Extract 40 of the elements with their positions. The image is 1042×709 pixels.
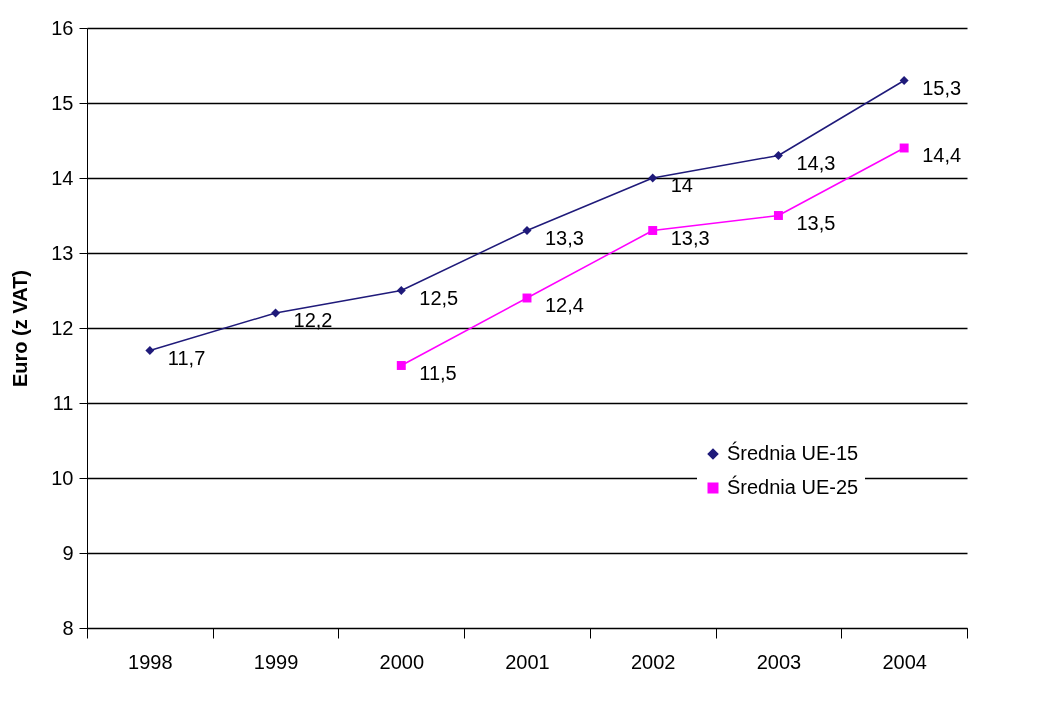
point [773, 211, 783, 220]
y-tick-label: 9 [62, 541, 74, 564]
data-label: 13,3 [670, 226, 710, 249]
point [899, 143, 909, 153]
point [773, 151, 783, 160]
data-label: 11,5 [419, 361, 457, 384]
data-label: 12,2 [293, 309, 333, 331]
data-label: 12,4 [545, 294, 584, 316]
data-label: 13,3 [545, 226, 584, 249]
point [648, 173, 658, 183]
y-tick-label: 10 [51, 466, 74, 489]
data-label: 13,5 [796, 211, 836, 234]
data-label: 11,7 [167, 346, 206, 369]
data-label: 14,3 [796, 151, 836, 174]
x-tick-label: 2002 [630, 650, 676, 673]
point [396, 286, 406, 295]
x-tick-label: 1999 [253, 650, 299, 673]
y-tick-label: 8 [62, 616, 74, 639]
y-tick-label: 15 [51, 91, 74, 114]
data-label: 14,4 [922, 144, 962, 166]
y-tick-label: 11 [52, 391, 74, 414]
data-label: 15,3 [922, 76, 962, 99]
y-tick-label: 12 [51, 316, 74, 339]
y-tick-label: 14 [51, 166, 74, 189]
x-tick-label: 2000 [379, 650, 425, 673]
x-tick-label: 2003 [756, 650, 802, 673]
data-label: 12,5 [419, 286, 459, 309]
x-tick-label: 1998 [128, 650, 173, 673]
point [271, 308, 281, 318]
x-tick-label: 2004 [882, 650, 927, 673]
legend-label: Średnia UE-25 [727, 475, 859, 498]
point [396, 361, 406, 370]
point [145, 346, 155, 355]
legend-label: Średnia UE-15 [727, 441, 859, 464]
y-tick-label: 13 [51, 241, 74, 264]
point [899, 76, 909, 85]
y-axis-title: Euro (z VAT) [9, 269, 32, 388]
x-tick-label: 2001 [505, 650, 550, 673]
point [648, 226, 658, 235]
y-tick-label: 16 [51, 16, 74, 39]
